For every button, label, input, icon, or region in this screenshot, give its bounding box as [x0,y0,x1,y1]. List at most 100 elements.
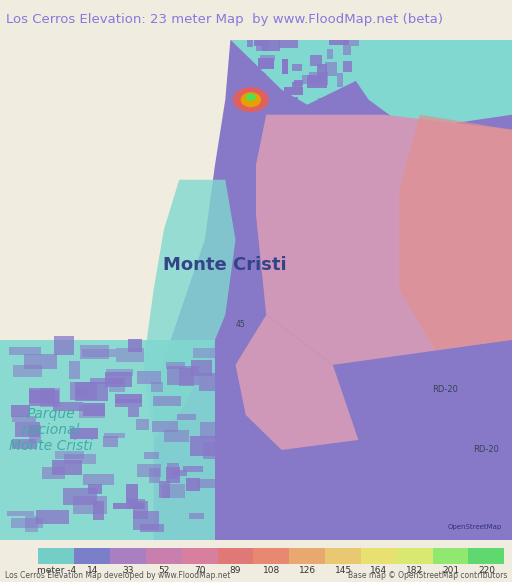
Bar [53,402,83,410]
Bar [105,372,132,387]
Text: 182: 182 [406,566,423,575]
Ellipse shape [241,92,261,107]
Bar [302,75,321,84]
Bar [397,548,433,563]
Text: Los Cerros Elevation Map developed by www.FloodMap.net: Los Cerros Elevation Map developed by ww… [5,572,230,580]
Text: RD-20: RD-20 [433,385,458,395]
Bar [317,98,335,109]
Bar [150,469,160,483]
Bar [64,454,96,464]
Bar [11,517,42,528]
Bar [261,55,275,61]
Bar [361,548,397,563]
Bar [159,481,169,498]
Text: 70: 70 [194,566,205,575]
Ellipse shape [246,94,256,101]
Text: 52: 52 [158,566,169,575]
Bar [29,388,55,406]
Bar [172,470,187,475]
Text: Monte Cristi: Monte Cristi [163,256,287,274]
Bar [279,37,298,48]
Bar [137,464,161,477]
Bar [12,439,36,449]
Bar [69,361,80,378]
Bar [80,345,109,359]
Bar [218,548,253,563]
Ellipse shape [233,87,269,112]
Bar [317,64,327,77]
Text: 201: 201 [442,566,459,575]
Bar [433,548,468,563]
Bar [258,58,274,69]
Bar [146,548,182,563]
Bar [337,73,343,87]
Bar [53,460,82,475]
Bar [36,510,69,524]
Bar [327,49,333,59]
Bar [254,37,265,45]
Bar [189,513,204,519]
Text: 108: 108 [263,566,280,575]
Bar [91,378,123,384]
Bar [191,360,212,376]
Bar [83,474,114,485]
Bar [151,382,163,392]
Bar [289,548,325,563]
Bar [257,38,269,51]
Bar [166,463,179,478]
Bar [133,501,147,519]
Bar [55,450,84,459]
Bar [247,33,253,47]
Bar [93,501,103,520]
Bar [70,428,98,439]
Bar [127,499,145,509]
Text: 145: 145 [334,566,352,575]
Bar [128,407,139,417]
Bar [63,488,97,505]
Bar [329,34,349,45]
Text: Los Cerros Elevation: 23 meter Map  by www.FloodMap.net (beta): Los Cerros Elevation: 23 meter Map by ww… [6,13,443,26]
Bar [13,364,41,377]
Bar [82,403,104,416]
Bar [136,419,149,430]
Bar [74,548,110,563]
Bar [284,87,303,95]
Bar [30,425,40,443]
Bar [162,484,185,498]
Bar [126,484,138,503]
Text: 45: 45 [236,320,246,329]
Bar [193,348,227,359]
Bar [12,416,36,422]
Bar [24,354,57,369]
Text: Base map © OpenStreetMap contributors: Base map © OpenStreetMap contributors [348,572,507,580]
Bar [15,422,39,436]
Bar [153,421,178,432]
Bar [110,548,146,563]
Bar [292,83,302,94]
Bar [153,396,181,406]
Bar [103,436,118,448]
Bar [283,97,298,107]
Bar [144,452,159,459]
Bar [468,548,504,563]
Text: 14: 14 [87,566,98,575]
Bar [248,73,266,88]
Bar [140,524,164,532]
Bar [7,511,34,516]
Bar [310,55,323,66]
Bar [110,378,125,392]
Text: Parque
nacional
Monte Cristi: Parque nacional Monte Cristi [9,407,93,453]
Bar [166,363,185,369]
Bar [325,548,361,563]
Bar [38,548,74,563]
Bar [116,348,144,361]
Bar [104,433,125,438]
Bar [178,414,196,420]
Bar [296,108,309,114]
Bar [73,496,107,514]
Bar [114,503,144,509]
Bar [253,548,289,563]
Bar [343,37,359,45]
Bar [105,369,133,377]
Bar [42,467,66,478]
